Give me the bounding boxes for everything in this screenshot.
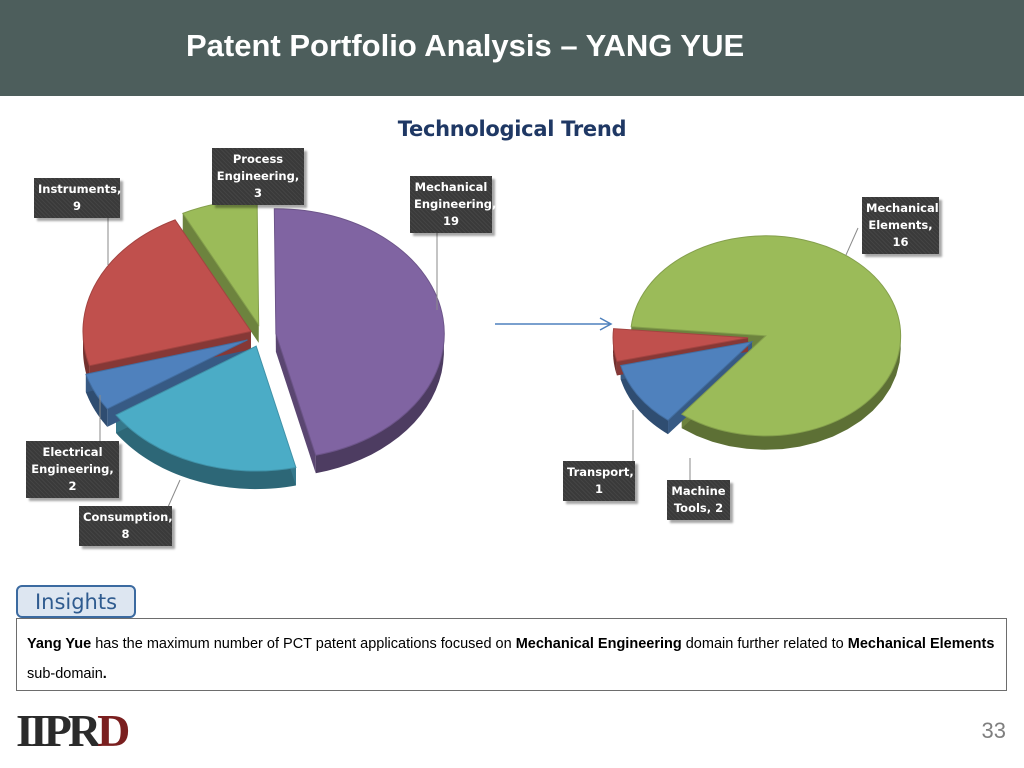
label-line: Consumption,	[83, 510, 173, 524]
data-label-consumption: Consumption, 8	[79, 506, 173, 546]
insights-text-box: Yang Yue has the maximum number of PCT p…	[16, 618, 1007, 691]
label-line: Mechanical	[866, 201, 939, 215]
data-label-electrical-engineering: Electrical Engineering, 2	[26, 441, 119, 498]
pie-slice-instruments	[82, 219, 252, 367]
pie-slice-side-consumption	[116, 415, 296, 490]
data-label-mechanical-engineering: Mechanical Engineering, 19	[410, 176, 497, 233]
pie-slice-edge	[275, 333, 316, 474]
label-line: 19	[442, 214, 459, 228]
label-line: Transport,	[567, 465, 634, 479]
slide-header: Patent Portfolio Analysis – YANG YUE	[0, 0, 1024, 96]
pie-slice-mechanical-elements	[630, 235, 902, 437]
pie-slice-machine-tools	[620, 341, 754, 421]
label-line: Engineering, 2	[31, 462, 114, 493]
insight-subdomain: Mechanical Elements	[847, 636, 995, 652]
pie-slice-consumption	[115, 345, 297, 472]
insight-text: domain further related to	[681, 636, 848, 652]
pie-slice-side-mechanical-elements	[681, 335, 901, 450]
insight-subject: Yang Yue	[27, 636, 92, 652]
label-line: Mechanical	[414, 180, 488, 194]
data-label-instruments: Instruments, 9	[34, 178, 122, 218]
data-label-process-engineering: Process Engineering, 3	[212, 148, 304, 205]
label-line: 9	[72, 199, 81, 213]
label-line: 16	[892, 235, 909, 249]
label-line: Elements,	[868, 218, 933, 232]
pie-slice-electrical-engineering	[85, 339, 248, 410]
arrow-right-icon	[495, 317, 613, 331]
label-line: Machine	[671, 484, 726, 498]
pie-left	[82, 199, 445, 490]
pie-slice-side-machine-tools	[620, 365, 668, 435]
insight-text: has the maximum number of PCT patent app…	[91, 636, 516, 652]
pie-slice-mechanical-engineering	[273, 208, 445, 456]
page-number: 33	[981, 718, 1006, 743]
iiprd-logo: IIPRD	[16, 705, 130, 756]
label-line: Tools, 2	[673, 501, 724, 515]
insight-domain: Mechanical Engineering	[515, 636, 682, 652]
slide-title: Patent Portfolio Analysis – YANG YUE	[186, 28, 745, 63]
data-label-mechanical-elements: Mechanical Elements, 16	[862, 197, 939, 254]
insight-period: .	[102, 666, 107, 682]
pie-right	[612, 235, 902, 450]
label-line: Engineering, 3	[216, 169, 300, 200]
chart-title: Technological Trend	[397, 117, 627, 141]
data-label-machine-tools: Machine Tools, 2	[667, 480, 730, 520]
label-line: Engineering,	[414, 197, 497, 211]
insight-text: sub-domain	[27, 666, 103, 682]
label-line: Instruments,	[38, 182, 122, 196]
data-label-transport: Transport, 1	[563, 461, 635, 501]
label-line: Electrical	[42, 445, 103, 459]
logo-text: IIPR	[16, 705, 101, 756]
logo-text-accent: D	[97, 705, 130, 756]
label-line: 1	[594, 482, 603, 496]
pie-slice-transport	[612, 328, 749, 362]
insights-tab: Insights	[16, 585, 136, 618]
pie-slice-side-mechanical-engineering	[315, 336, 444, 474]
label-line: 8	[121, 527, 130, 541]
label-line: Process	[232, 152, 284, 166]
pie-slice-edge	[182, 213, 259, 343]
